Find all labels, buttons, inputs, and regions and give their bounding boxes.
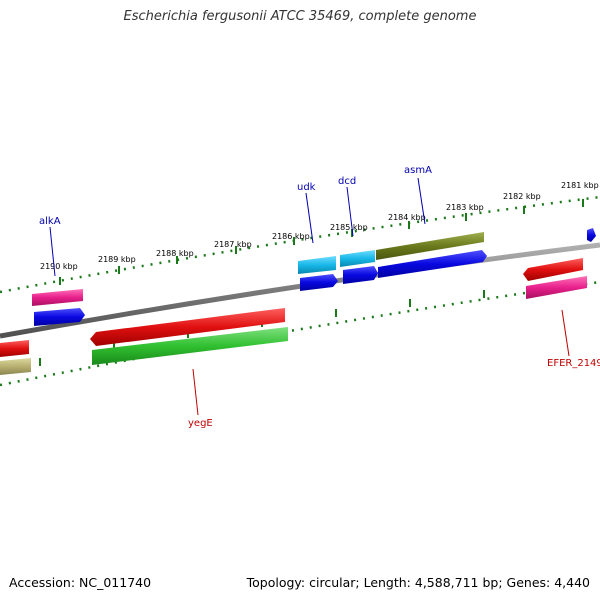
scale-label: 2181 kbp [561,181,599,190]
gene-label-asmA: asmA [404,165,432,176]
feature-green [92,327,288,365]
label-leaders-red [192,309,570,416]
feature-red [90,308,285,346]
feature-magenta [526,276,587,299]
feature-red [0,340,29,357]
label-leaders-blue [49,177,426,277]
feature-blue [300,274,338,291]
gene-label-udk: udk [297,182,316,193]
gene-label-dcd: dcd [338,176,356,187]
genome-summary-text: Topology: circular; Length: 4,588,711 bp… [246,575,590,590]
feature-blue [34,308,85,326]
accession-text: Accession: NC_011740 [9,575,152,590]
gene-labels: asmA dcd udk alkA yegE EFER_2149 [39,165,600,429]
scale-label: 2190 kbp [40,262,78,271]
scale-label: 2183 kbp [446,203,484,212]
scale-label: 2189 kbp [98,255,136,264]
feature-magenta [32,289,83,306]
map-title: Escherichia fergusonii ATCC 35469, compl… [123,9,477,24]
scale-label: 2185 kbp [330,223,368,232]
feature-blue [378,250,487,278]
feature-cyan [298,256,336,274]
scale-label: 2187 kbp [214,240,252,249]
gene-label-EFER_2149: EFER_2149 [547,358,600,369]
feature-red [523,258,583,281]
feature-blue [587,228,596,242]
gene-label-alkA: alkA [39,216,61,227]
scale-label: 2182 kbp [503,192,541,201]
scale-label: 2188 kbp [156,249,194,258]
outer-scale-ticks [59,199,584,285]
scale-label: 2186 kbp [272,232,310,241]
scale-labels: 2181 kbp 2182 kbp 2183 kbp 2184 kbp 2185… [40,181,599,271]
gene-label-yegE: yegE [188,418,213,429]
feature-cyan [340,250,375,267]
feature-khaki [0,358,31,375]
outer-scale-arc [0,195,600,294]
feature-olive [376,232,484,260]
feature-blue [343,266,378,284]
inner-scale-arc [0,280,600,387]
scale-label: 2184 kbp [388,213,426,222]
